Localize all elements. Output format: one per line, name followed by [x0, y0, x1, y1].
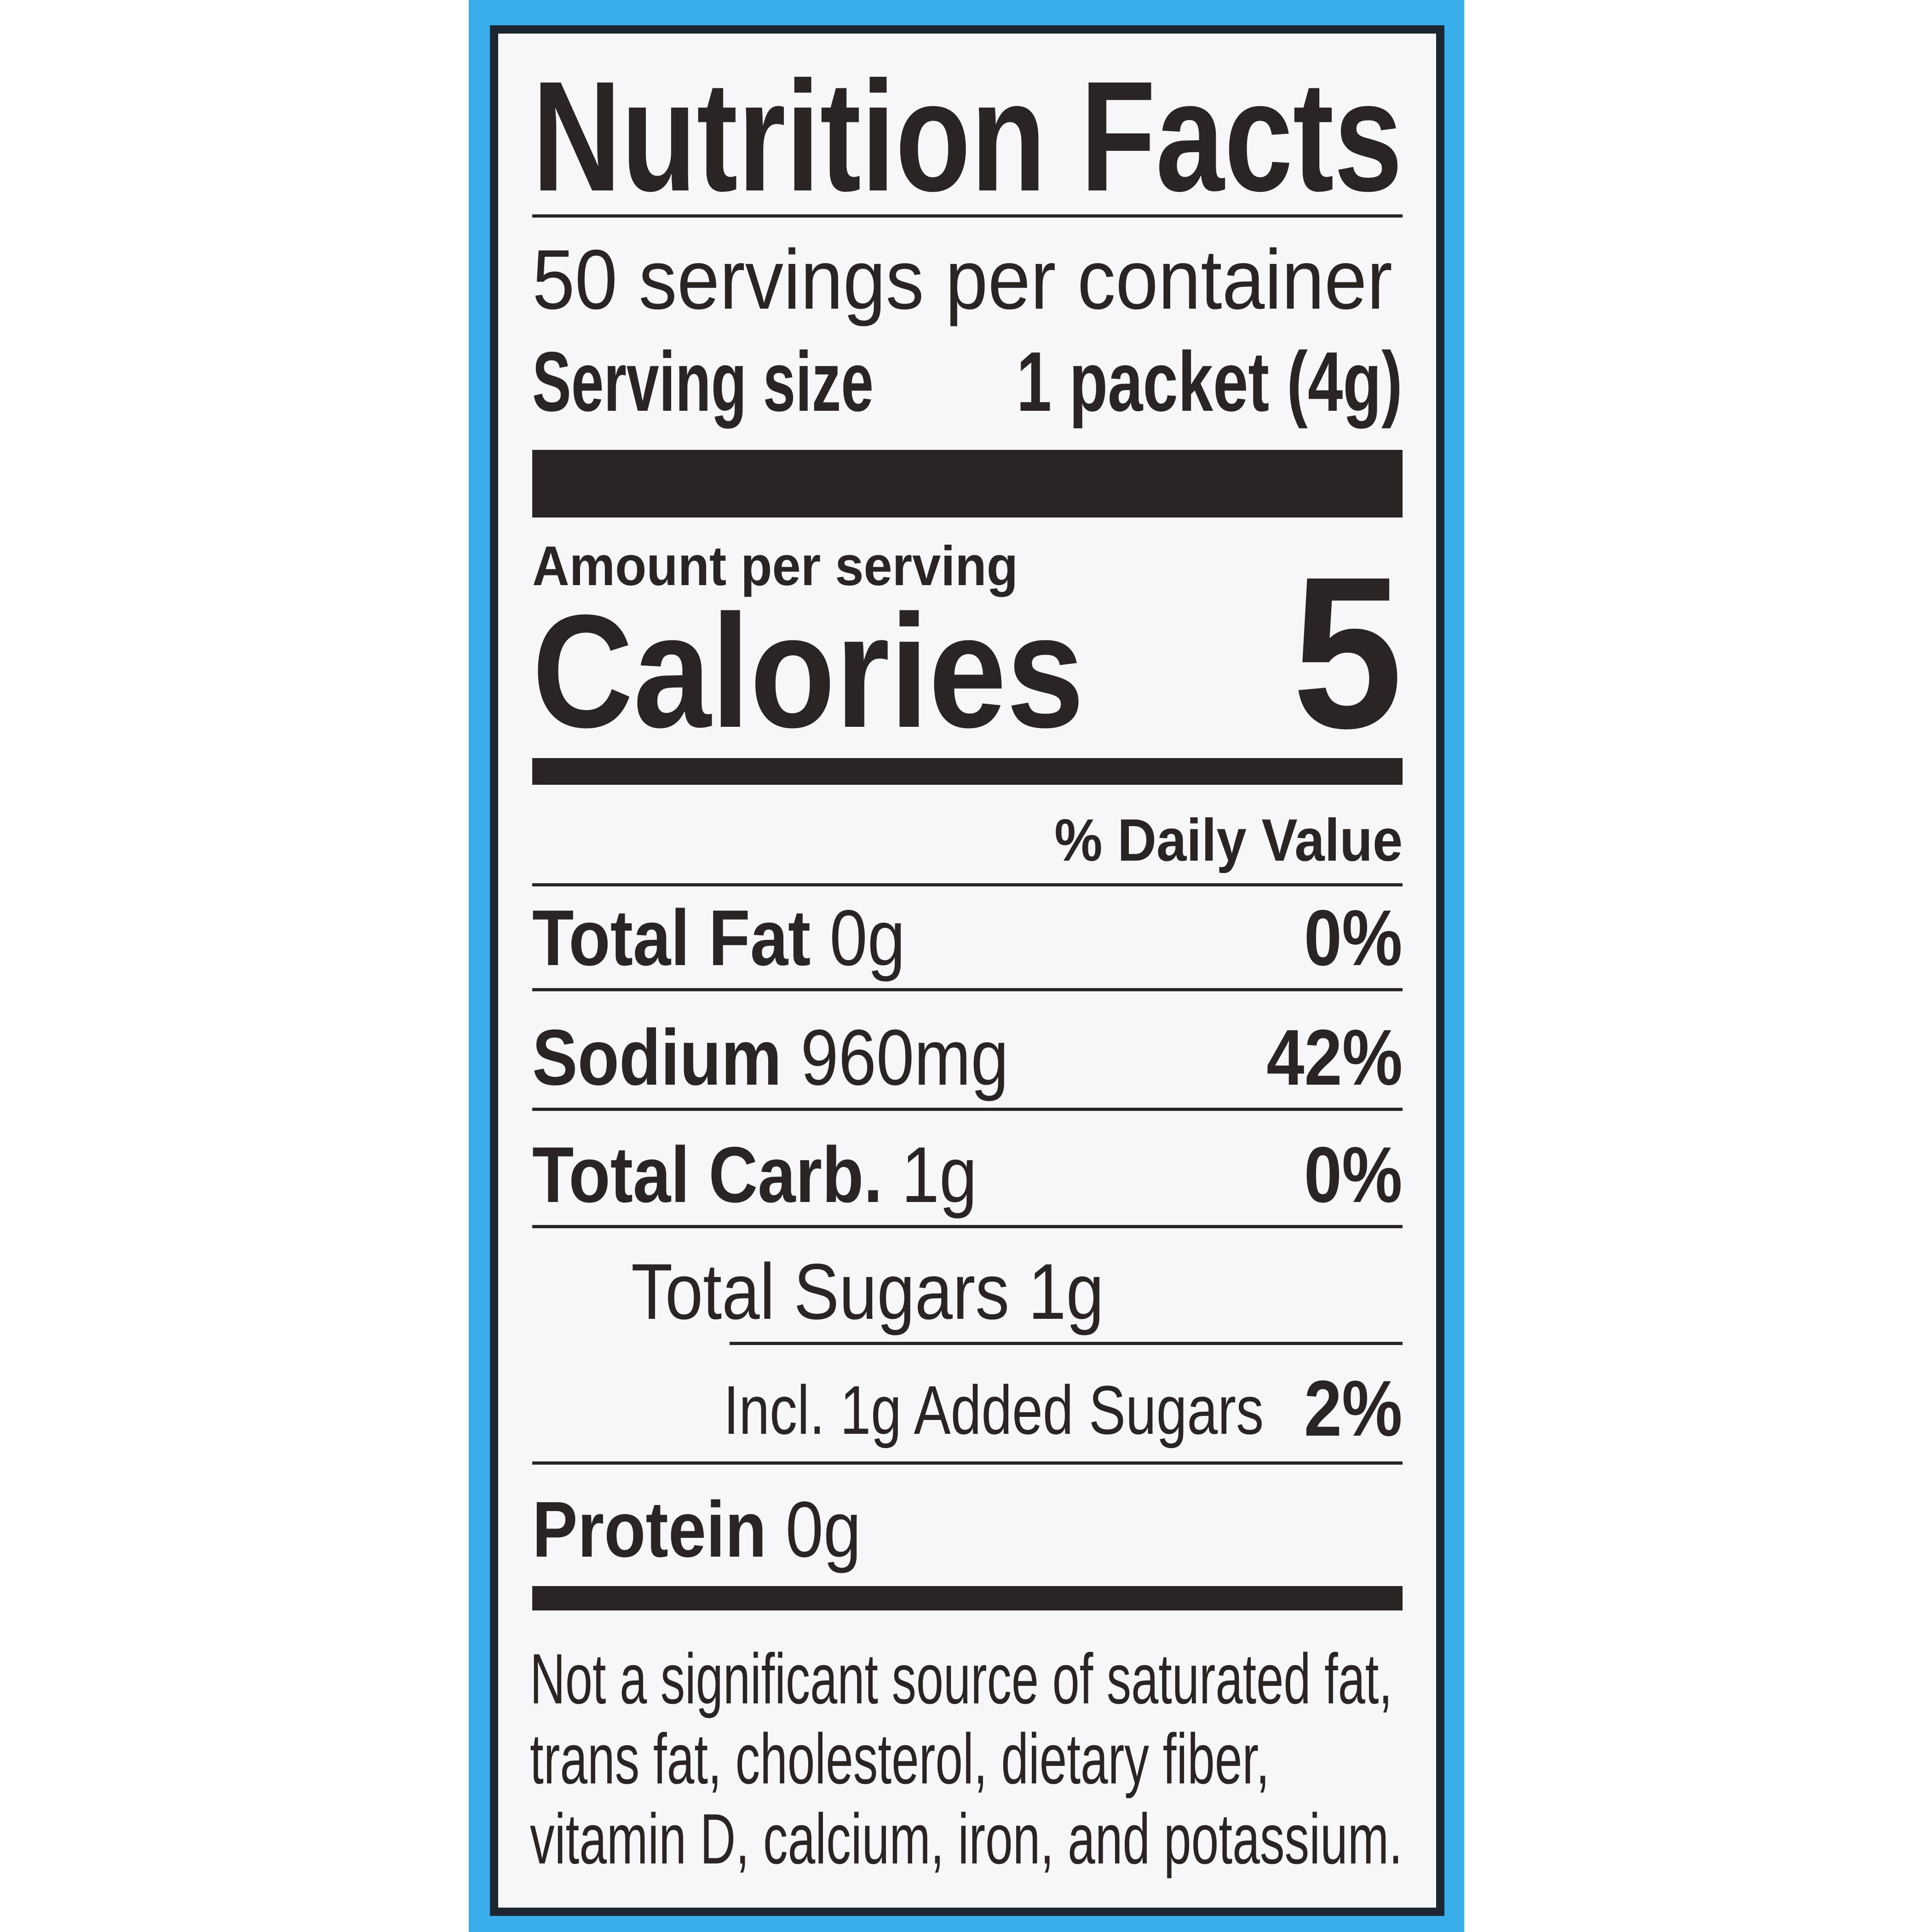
servings-per-container: 50 servings per container	[532, 232, 1392, 327]
divider	[532, 988, 1403, 991]
divider	[532, 1461, 1403, 1465]
nutrient-amount: 0g	[785, 1485, 862, 1574]
nutrient-name: Total Carb.	[532, 1131, 883, 1219]
footnote-line: vitamin D, calcium, iron, and potassium.	[530, 1799, 1403, 1879]
nutrient-row-total-carb: Total Carb. 1g 0%	[532, 1135, 1403, 1214]
serving-size-value: 1 packet (4g)	[1017, 334, 1403, 429]
nutrient-row-added-sugars: Incl. 1g Added Sugars 2%	[724, 1369, 1403, 1449]
calories-value: 5	[1292, 532, 1403, 773]
divider	[532, 214, 1403, 218]
nutrient-row-total-fat: Total Fat 0g 0%	[532, 898, 1403, 978]
nutrient-dv: 0%	[1304, 894, 1403, 982]
nutrient-row-protein: Protein 0g	[532, 1490, 1403, 1569]
nutrient-dv: 2%	[1304, 1364, 1403, 1453]
nutrient-name: Protein	[532, 1485, 767, 1574]
nutrient-name: Total Sugars	[631, 1248, 1010, 1336]
nutrient-name: Incl. 1g Added Sugars	[724, 1371, 1264, 1449]
divider	[532, 1225, 1403, 1228]
divider	[532, 1108, 1403, 1111]
amount-per-serving: Amount per serving	[532, 535, 1018, 597]
daily-value-header: % Daily Value	[1054, 806, 1403, 874]
nutrient-dv: 0%	[1304, 1131, 1403, 1219]
divider	[730, 1342, 1403, 1345]
footnote-line: Not a significant source of saturated fa…	[530, 1639, 1392, 1719]
nutrient-name: Total Fat	[532, 894, 811, 982]
nutrient-row-total-sugars: Total Sugars 1g	[631, 1252, 1403, 1331]
medium-divider	[532, 758, 1403, 785]
medium-divider	[532, 1586, 1403, 1610]
serving-size-label: Serving size	[532, 334, 874, 429]
calories-label: Calories	[532, 581, 1084, 761]
thick-divider	[532, 450, 1403, 518]
nutrient-dv: 42%	[1266, 1013, 1403, 1102]
nutrient-name: Sodium	[532, 1013, 782, 1102]
divider	[532, 883, 1403, 886]
nutrient-row-sodium: Sodium 960mg 42%	[532, 1018, 1403, 1097]
nutrient-amount: 1g	[901, 1131, 978, 1219]
nutrient-amount: 960mg	[800, 1013, 1009, 1102]
nutrient-amount: 1g	[1028, 1248, 1104, 1336]
nutrient-amount: 0g	[829, 894, 905, 982]
footnote-line: trans fat, cholesterol, dietary fiber,	[530, 1719, 1270, 1799]
nutrition-facts-title: Nutrition Facts	[532, 49, 1403, 224]
